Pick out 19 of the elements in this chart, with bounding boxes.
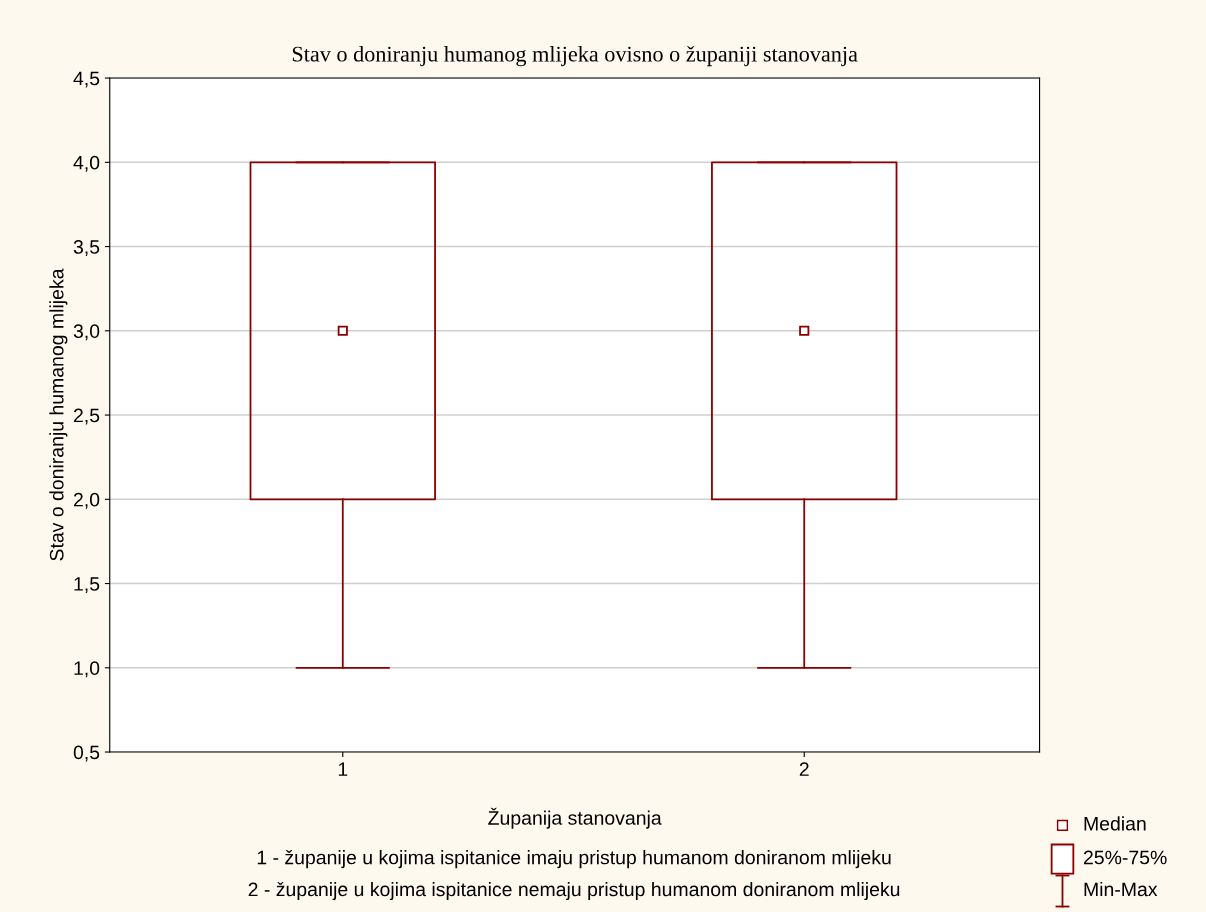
text: 1 - županije u kojima ispitanice imaju pristup humanom doniranom mlijeku [257, 850, 891, 869]
x-tick-label: 1 [338, 762, 348, 776]
text: 2 - županije u kojima ispitanice nemaju pristup humanom doniranom mlijeku [248, 881, 900, 901]
y-tick-label: 2,5 [73, 408, 100, 425]
text: Min-Max [1084, 881, 1158, 897]
y-tick-label: 3,5 [73, 240, 100, 257]
y-tick-label: 1,5 [74, 577, 100, 594]
chart-title: Stav o doniranju humanog mlijeka ovisno o županiji stanovanja [292, 45, 858, 67]
text: Median [1084, 816, 1146, 831]
y-tick-label: 3,0 [73, 324, 100, 341]
y-tick-label: 4,5 [73, 71, 100, 88]
y-tick-label: 2,0 [73, 492, 100, 509]
y-tick-label: 4,0 [73, 155, 100, 172]
y-axis-title: Stav o doniranju humanog mlijeka [49, 268, 68, 561]
text: 25%-75% [1083, 850, 1167, 865]
x-axis-title: Županija stanovanja [488, 807, 662, 829]
y-tick-label: 1,0 [74, 661, 100, 678]
y-tick-label: 0,5 [73, 745, 100, 762]
x-tick-label: 2 [799, 762, 809, 776]
